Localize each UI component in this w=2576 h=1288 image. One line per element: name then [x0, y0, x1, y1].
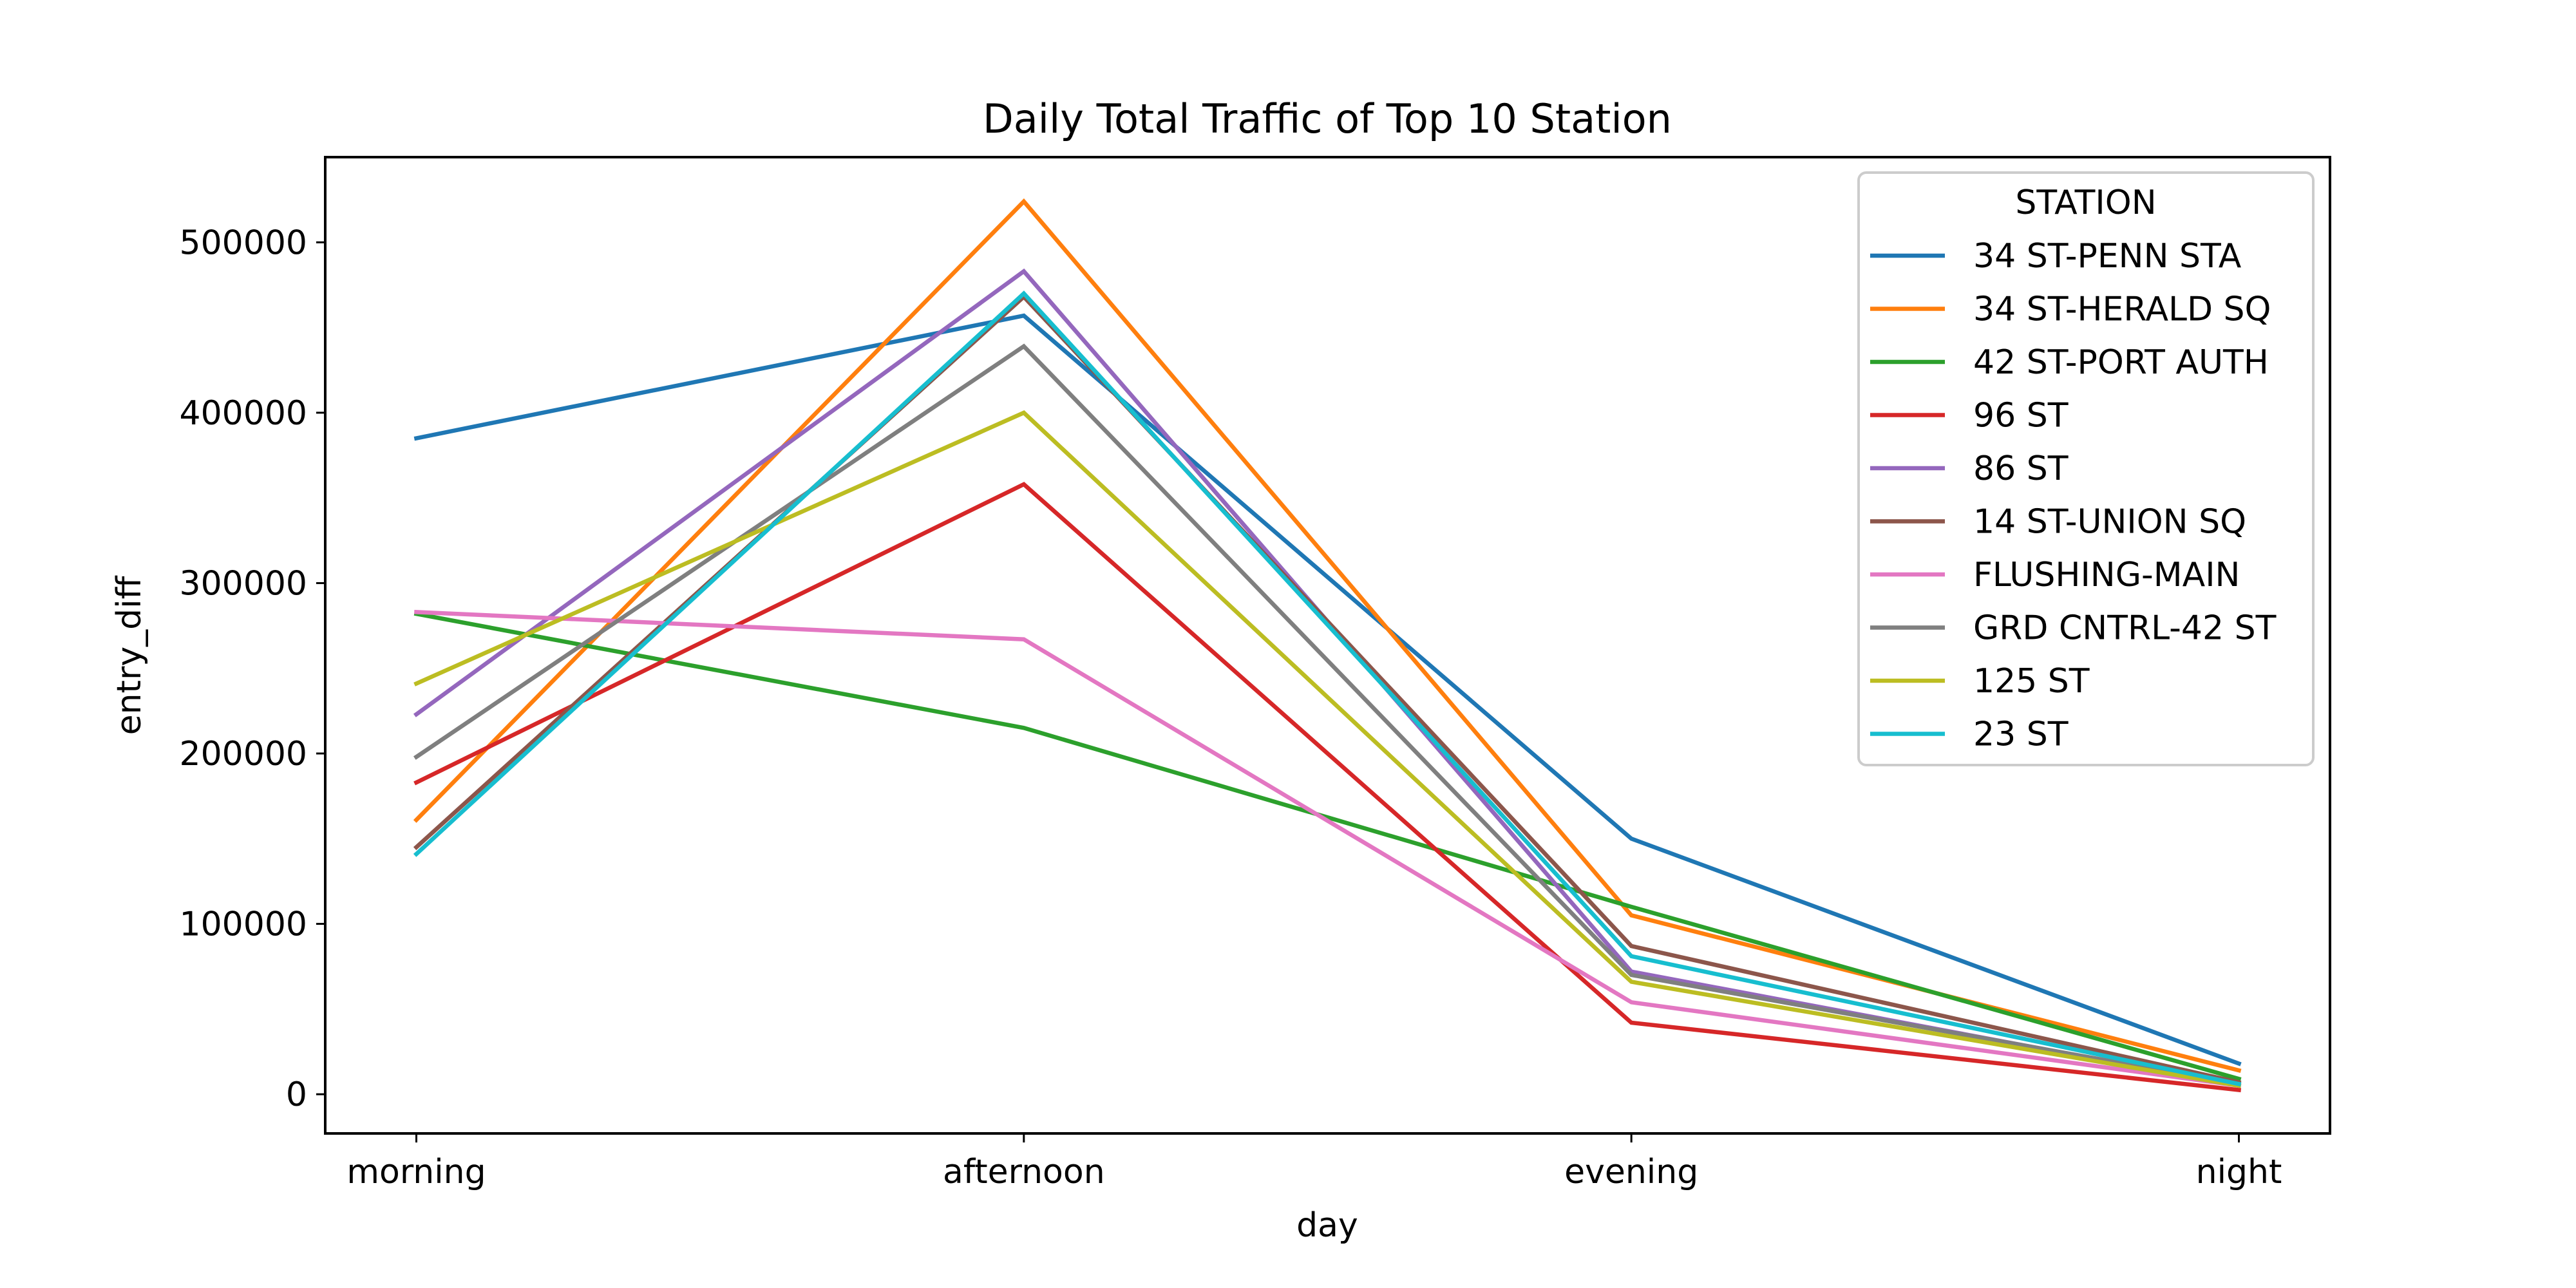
- legend-label: 86 ST: [1973, 450, 2069, 488]
- x-axis-label: day: [1296, 1206, 1358, 1245]
- legend-label: 34 ST-PENN STA: [1973, 237, 2242, 276]
- series-line-7: [414, 610, 2242, 1088]
- series-line-10: [413, 290, 2242, 1087]
- legend-label: 34 ST-HERALD SQ: [1973, 290, 2271, 329]
- legend-box: [1857, 171, 2315, 766]
- x-tick-label: night: [2196, 1153, 2282, 1191]
- y-tick-label: 300000: [179, 564, 307, 603]
- legend-entries: 34 ST-PENN STA 34 ST-HERALD SQ 42 ST-PORT …: [1870, 237, 2277, 754]
- x-tick-label: evening: [1564, 1153, 1698, 1191]
- series-line-1: [413, 313, 2242, 1066]
- legend-title: STATION: [2015, 184, 2156, 222]
- y-tick-label: 0: [286, 1075, 307, 1114]
- y-tick-label: 100000: [179, 905, 307, 944]
- legend-label: FLUSHING-MAIN: [1973, 556, 2240, 594]
- legend-label: 23 ST: [1973, 715, 2069, 754]
- legend-entry: 34 ST-PENN STA: [1870, 237, 2242, 276]
- legend-entry: 14 ST-UNION SQ: [1870, 503, 2246, 542]
- legend-entry: 96 ST: [1870, 397, 2069, 435]
- legend-entry: 34 ST-HERALD SQ: [1870, 290, 2271, 329]
- legend-label: 42 ST-PORT AUTH: [1973, 343, 2269, 382]
- legend-label: 125 ST: [1973, 662, 2090, 701]
- legend-label: GRD CNTRL-42 ST: [1973, 609, 2277, 648]
- legend-entry: 125 ST: [1870, 662, 2090, 701]
- legend-entry: GRD CNTRL-42 ST: [1870, 609, 2277, 648]
- series-line-8: [413, 343, 2242, 1087]
- y-tick-label: 500000: [179, 223, 307, 262]
- series-line-3: [413, 611, 2242, 1082]
- x-tick-label: afternoon: [943, 1153, 1105, 1191]
- y-tick-label: 200000: [179, 735, 307, 773]
- legend: STATION 34 ST-PENN STA 34 ST-HERALD SQ 42 …: [1857, 171, 2315, 766]
- x-axis: morning afternoon evening night: [346, 1133, 2282, 1191]
- y-axis-label: entry_diff: [110, 575, 149, 735]
- y-axis: 0 100000 200000 300000 400000 500000: [179, 223, 325, 1114]
- chart-title: Daily Total Traffic of Top 10 Station: [983, 95, 1672, 142]
- legend-entry: 23 ST: [1870, 715, 2069, 754]
- series-lines: [413, 198, 2242, 1093]
- x-tick-label: morning: [346, 1153, 486, 1191]
- legend-entry: FLUSHING-MAIN: [1870, 556, 2240, 594]
- legend-entry: 86 ST: [1870, 450, 2069, 488]
- legend-label: 14 ST-UNION SQ: [1973, 503, 2246, 542]
- y-tick-label: 400000: [179, 394, 307, 433]
- legend-entry: 42 ST-PORT AUTH: [1870, 343, 2269, 382]
- legend-label: 96 ST: [1973, 397, 2069, 435]
- plot-frame: [324, 156, 2331, 1135]
- series-line-4: [413, 482, 2242, 1093]
- series-line-9: [413, 410, 2242, 1088]
